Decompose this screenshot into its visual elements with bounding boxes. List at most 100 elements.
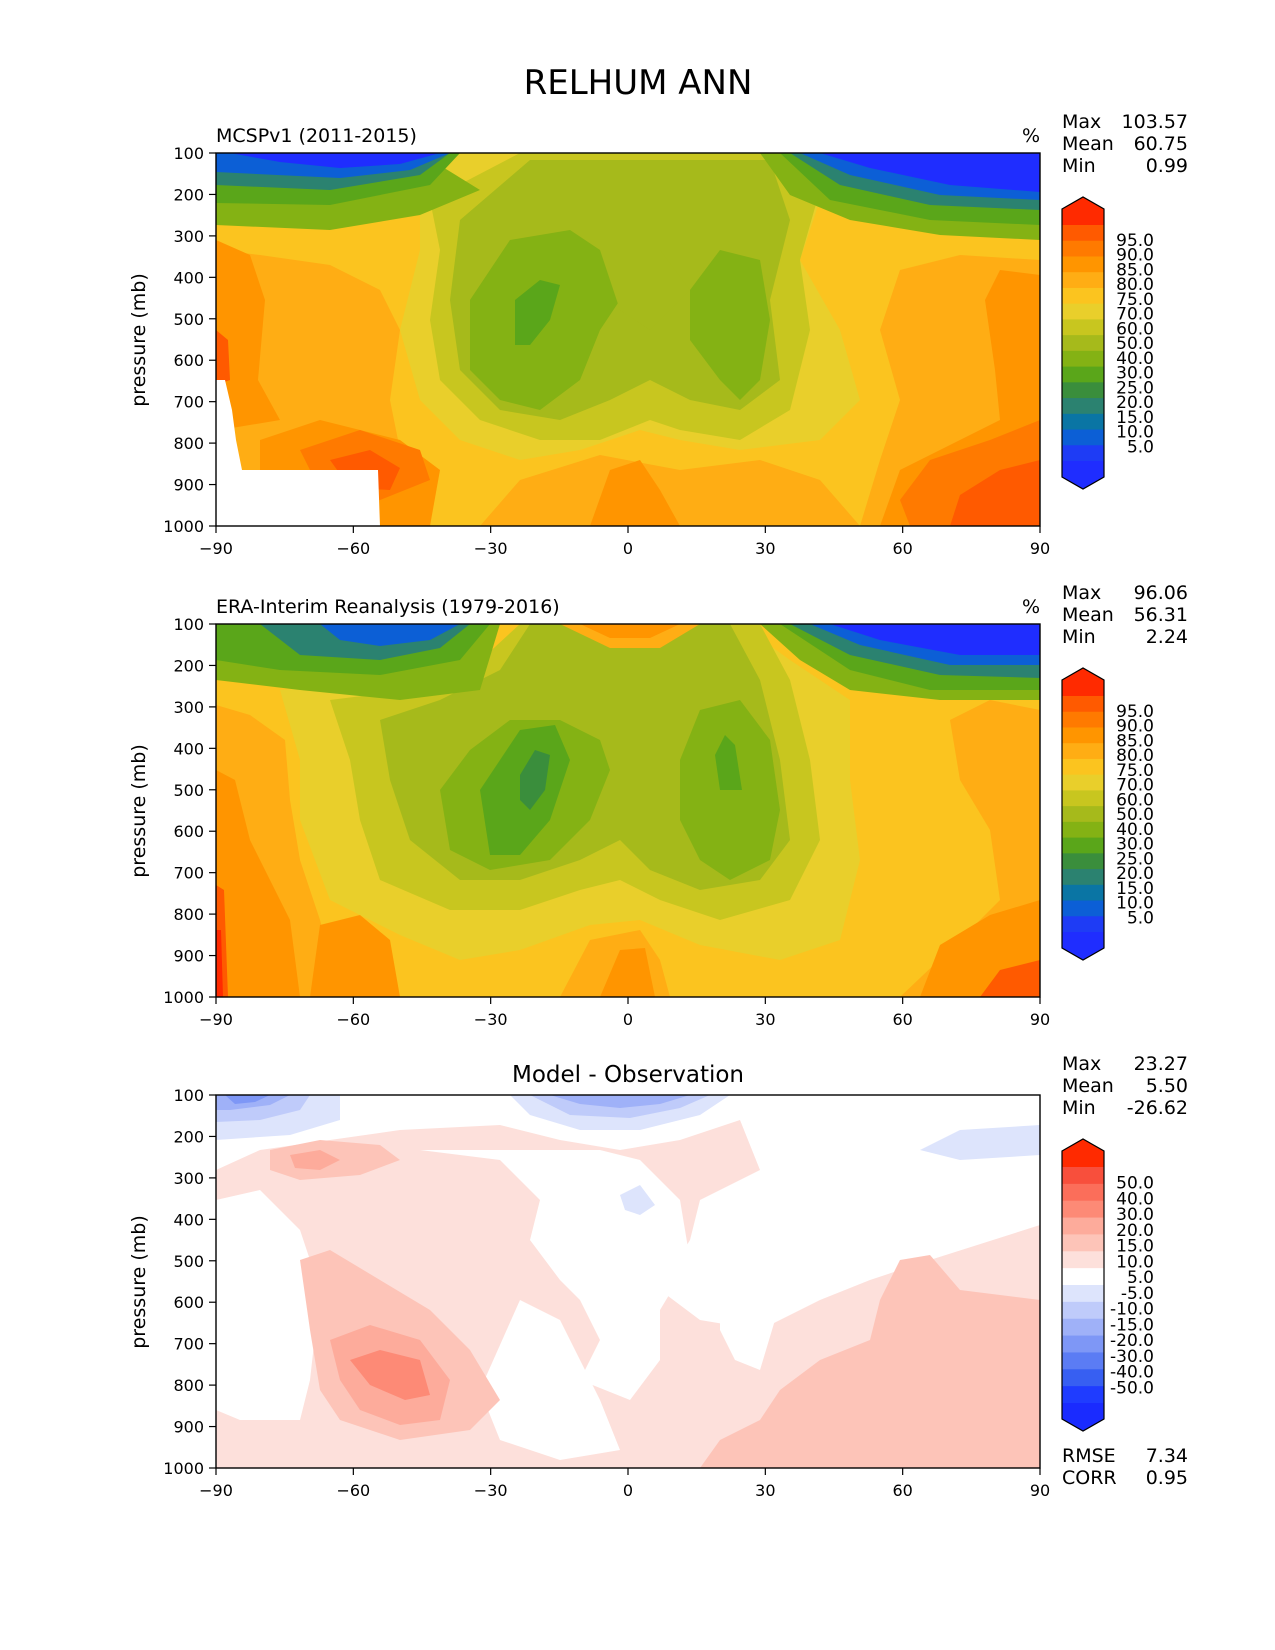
colorbar-segment [1062,1335,1104,1353]
y-tick-label: 900 [173,1418,204,1437]
colorbar-segment [1062,743,1104,760]
y-tick-label: 300 [173,698,204,717]
contour-upper-deepblue [230,153,440,168]
colorbar: 95.090.085.080.075.070.060.050.040.030.0… [1061,196,1154,490]
x-tick-label: 90 [1030,1481,1050,1500]
stat-label: Min [1062,626,1096,648]
colorbar-tick-label: -20.0 [1110,1331,1154,1351]
colorbar-segment [1062,429,1104,446]
colorbar-tick-label: 85.0 [1116,260,1154,280]
x-tick-label: 60 [892,539,912,558]
colorbar-segment [1062,853,1104,870]
x-tick-label: −90 [199,1481,233,1500]
x-tick-label: 60 [892,1481,912,1500]
colorbar-segment [1062,225,1104,242]
colorbar-segment [1062,240,1104,257]
y-tick-label: 1000 [163,517,204,536]
stat-value: -26.62 [1127,1097,1188,1119]
contour-orange-deep-left [216,240,280,430]
colorbar-tick-label: 95.0 [1116,702,1154,722]
contour-blue-small [620,1185,655,1215]
y-axis-label: pressure (mb) [128,1215,150,1349]
colorbar-segment [1062,900,1104,917]
y-tick-label: 100 [173,1086,204,1105]
contour-upper-darkorange-center [580,624,680,638]
x-tick-label: 30 [755,539,775,558]
units-label: % [1022,125,1040,147]
y-tick-label: 700 [173,393,204,412]
contour-field [216,1095,1040,1468]
colorbar-tick-label: 90.0 [1116,717,1154,737]
y-axis-label: pressure (mb) [128,273,150,407]
stat-value: 7.34 [1146,1445,1188,1467]
y-tick-label: 1000 [163,988,204,1007]
contour-pink-mid-right [700,1255,1040,1468]
colorbar-segment [1062,790,1104,807]
colorbar-tick-label: -50.0 [1110,1378,1154,1398]
x-tick-label: −90 [199,539,233,558]
colorbar-tick-label: 60.0 [1116,790,1154,810]
colorbar-outline [1061,667,1105,961]
colorbar-segment [1062,272,1104,289]
colorbar-tick-label: 40.0 [1116,820,1154,840]
colorbar-segment [1062,319,1104,336]
colorbar-segment [1062,1183,1104,1202]
colorbar-tick-label: 25.0 [1116,849,1154,869]
contour-green-center [600,250,690,330]
colorbar-segment [1062,287,1104,305]
colorbar-extend-min [1062,932,1104,960]
y-axis: 100 200 300 400 500 600 700 800 900 1000 [163,144,216,536]
panel-observation: ERA-Interim Reanalysis (1979-2016) % [128,582,1188,1029]
colorbar-tick-label: -30.0 [1110,1347,1154,1367]
y-tick-label: 600 [173,1293,204,1312]
x-tick-label: 0 [623,1010,633,1029]
y-tick-label: 100 [173,144,204,163]
colorbar-tick-label: 30.0 [1116,364,1154,384]
y-tick-label: 400 [173,268,204,287]
colorbar-segment [1062,256,1104,273]
colorbar-segment [1062,1251,1104,1269]
stat-value: 103.57 [1122,111,1188,133]
stat-label: Mean [1062,604,1114,626]
y-tick-label: 100 [173,615,204,634]
colorbar-segment [1062,711,1104,728]
colorbar: 95.090.085.080.075.070.060.050.040.030.0… [1061,667,1154,961]
x-tick-label: 0 [623,1481,633,1500]
contour-red-right [980,960,1040,997]
colorbar-tick-label: 40.0 [1116,1189,1154,1209]
colorbar-tick-label: 15.0 [1116,879,1154,899]
colorbar-tick-label: 95.0 [1116,231,1154,251]
contour-red-left-edge [216,330,230,385]
y-axis: 100 200 300 400 500 600 700 800 900 1000 [163,1086,216,1478]
y-tick-label: 200 [173,656,204,675]
colorbar-segment [1062,1386,1104,1404]
stat-value: 60.75 [1134,133,1188,155]
colorbar-segment [1062,366,1104,383]
colorbar-tick-label: 70.0 [1116,305,1154,325]
colorbar-extend-max [1062,668,1104,696]
colorbar-tick-label: 25.0 [1116,378,1154,398]
contour-darkgreen-core [515,280,560,345]
colorbar-segment [1062,1285,1104,1303]
contour-blue-upper-mid3 [550,1095,690,1108]
panel-title: MCSPv1 (2011-2015) [216,125,417,147]
colorbar-tick-label: 90.0 [1116,246,1154,266]
stat-value: 96.06 [1134,582,1188,604]
colorbar-segment [1062,758,1104,776]
colorbar-segment [1062,821,1104,839]
colorbar-tick-label: 20.0 [1116,864,1154,884]
y-tick-label: 200 [173,185,204,204]
colorbar-segment [1062,869,1104,886]
y-axis: 100 200 300 400 500 600 700 800 900 1000 [163,615,216,1007]
panel-title: ERA-Interim Reanalysis (1979-2016) [216,596,560,618]
y-tick-label: 500 [173,310,204,329]
x-tick-label: −30 [474,1481,508,1500]
colorbar-segment [1062,1234,1104,1252]
contour-green-lobe-right [690,250,770,400]
colorbar-tick-label: 10.0 [1116,423,1154,443]
stat-label: Min [1062,1097,1096,1119]
colorbar-segment [1062,837,1104,854]
y-tick-label: 800 [173,905,204,924]
stat-value: 2.24 [1146,626,1188,648]
contour-darkorange-center [600,948,655,997]
